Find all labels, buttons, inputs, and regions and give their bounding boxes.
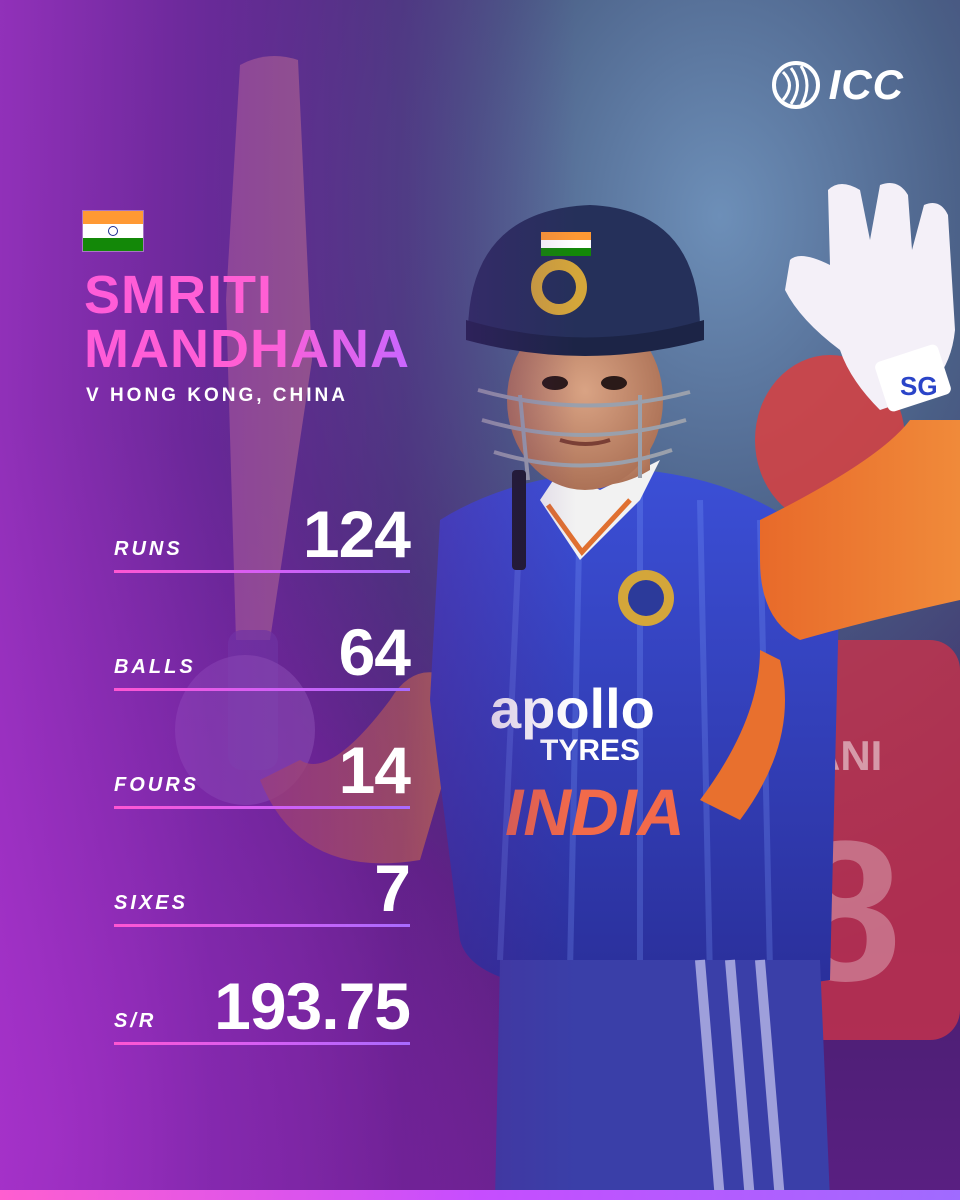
stat-label: BALLS	[114, 656, 196, 678]
stat-value: 193.75	[214, 969, 411, 1043]
stats-list: RUNS 124 BALLS 64 FOURS 14 SIXES 7 S/R 1…	[114, 455, 411, 1045]
stat-row-balls: BALLS 64	[114, 573, 411, 691]
stat-divider	[114, 806, 410, 809]
stat-row-runs: RUNS 124	[114, 455, 411, 573]
stat-label: SIXES	[114, 892, 188, 914]
stat-divider	[114, 570, 410, 573]
stat-row-strike-rate: S/R 193.75	[114, 927, 411, 1045]
stat-row-sixes: SIXES 7	[114, 809, 411, 927]
player-first-name: SMRITI	[84, 268, 410, 322]
cricket-ball-icon	[771, 61, 820, 109]
stat-value: 14	[338, 733, 411, 807]
opponent-label: V HONG KONG, CHINA	[86, 385, 348, 406]
player-last-name: MANDHANA	[84, 319, 410, 379]
player-name: SMRITI MANDHANA	[84, 268, 410, 376]
stat-value: 7	[374, 851, 411, 925]
stat-row-fours: FOURS 14	[114, 691, 411, 809]
stat-label: S/R	[114, 1010, 157, 1032]
svg-text:INDIA: INDIA	[505, 775, 685, 849]
bottom-accent-bar	[0, 1190, 960, 1200]
svg-text:TYRES: TYRES	[540, 734, 640, 767]
india-flag-icon	[82, 210, 144, 252]
stat-value: 64	[338, 615, 411, 689]
icc-logo: ICC	[771, 60, 904, 110]
stat-label: RUNS	[114, 538, 183, 560]
svg-text:apollo: apollo	[490, 677, 655, 740]
stat-value: 124	[302, 497, 411, 571]
stat-divider	[114, 688, 410, 691]
icc-logo-text: ICC	[828, 61, 904, 108]
stat-divider	[114, 924, 410, 927]
stat-divider	[114, 1042, 410, 1045]
stat-label: FOURS	[114, 774, 199, 796]
svg-text:SG: SG	[900, 371, 938, 401]
